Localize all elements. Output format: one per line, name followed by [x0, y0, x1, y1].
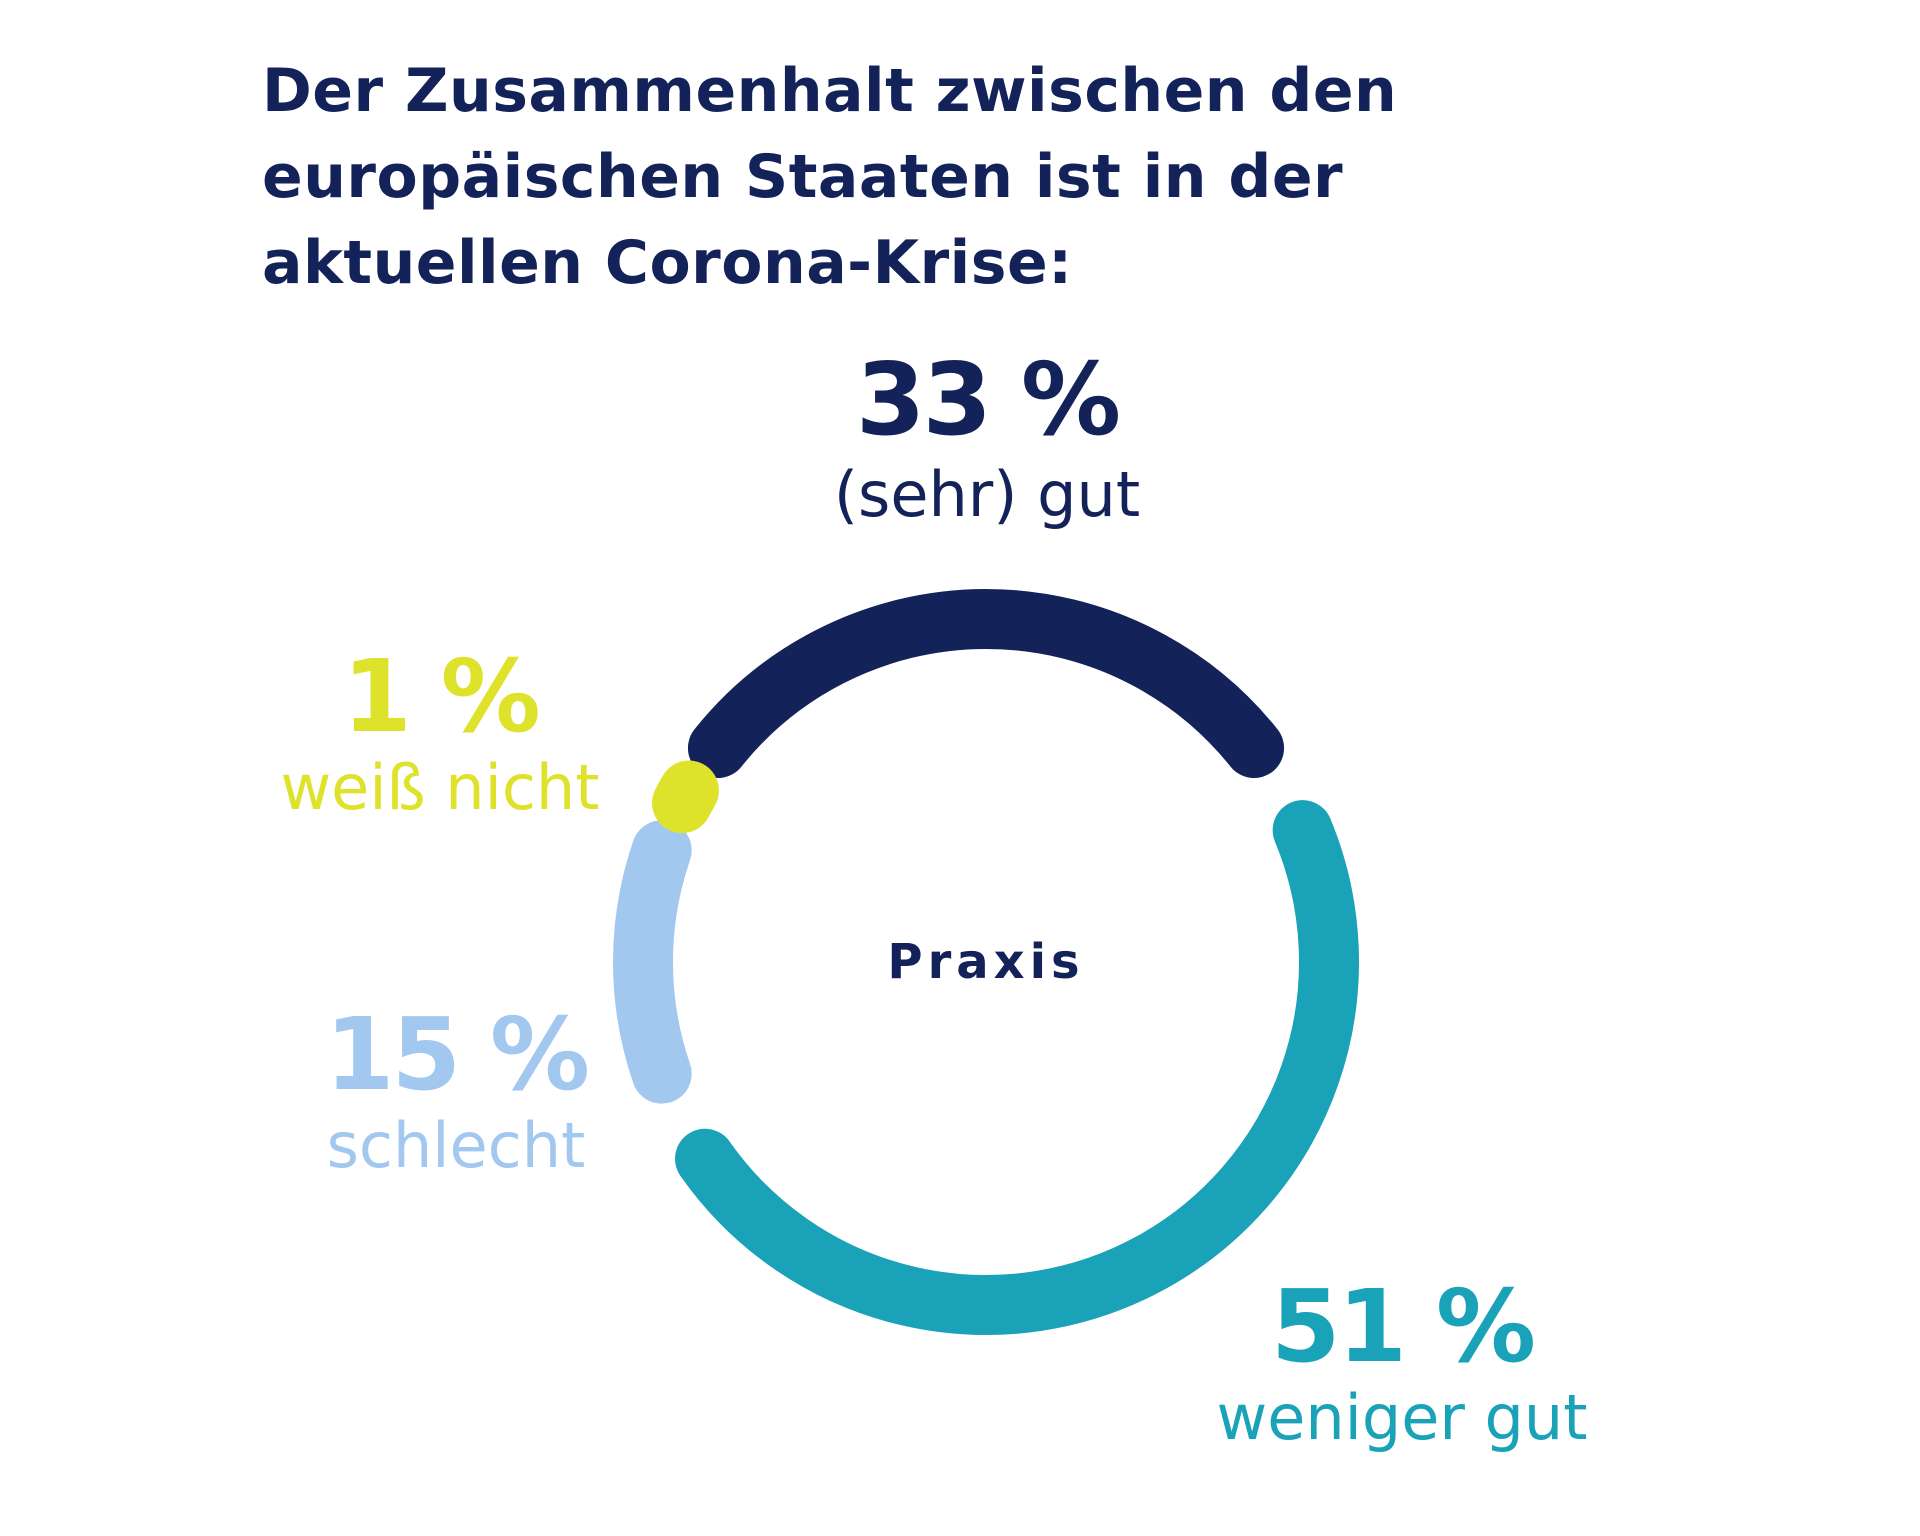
label-sehr-gut: 33 % (sehr) gut: [834, 345, 1140, 531]
donut-segment-2: [613, 820, 692, 1104]
category-label: weiß nicht: [280, 751, 600, 824]
donut-segment-1: [675, 800, 1359, 1335]
donut-segment-3: [652, 760, 719, 834]
center-label: Praxis: [887, 934, 1085, 990]
category-label: schlecht: [326, 1109, 586, 1182]
category-label: weniger gut: [1216, 1381, 1588, 1454]
label-weiss-nicht: 1 % weiß nicht: [280, 642, 599, 824]
value-label: 51 %: [1270, 1268, 1536, 1385]
chart-title: Der Zusammenhalt zwischen den europäisch…: [262, 56, 1398, 298]
value-label: 15 %: [324, 996, 590, 1113]
value-label: 33 %: [855, 341, 1121, 458]
value-label: 1 %: [342, 638, 541, 755]
donut-segment-0: [687, 589, 1285, 779]
category-label: (sehr) gut: [833, 458, 1141, 531]
label-weniger-gut: 51 % weniger gut: [1216, 1272, 1587, 1454]
label-schlecht: 15 % schlecht: [324, 996, 590, 1182]
